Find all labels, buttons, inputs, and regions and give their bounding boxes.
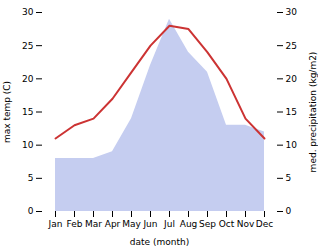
svg-text:Aug: Aug	[180, 219, 198, 229]
svg-text:Jan: Jan	[48, 219, 63, 229]
svg-text:date (month): date (month)	[130, 237, 189, 247]
svg-text:Sep: Sep	[199, 219, 216, 229]
svg-text:20: 20	[286, 74, 298, 84]
svg-text:Jun: Jun	[142, 219, 157, 229]
svg-text:30: 30	[286, 7, 298, 17]
svg-text:Dec: Dec	[256, 219, 273, 229]
svg-text:15: 15	[286, 107, 297, 117]
svg-text:Nov: Nov	[237, 219, 255, 229]
svg-text:25: 25	[22, 41, 33, 51]
svg-text:10: 10	[22, 140, 34, 150]
svg-text:0: 0	[28, 206, 34, 216]
svg-text:max temp (C): max temp (C)	[2, 81, 12, 143]
svg-text:15: 15	[22, 107, 33, 117]
svg-text:Apr: Apr	[105, 219, 121, 229]
svg-text:10: 10	[286, 140, 298, 150]
svg-text:20: 20	[22, 74, 34, 84]
svg-text:Mar: Mar	[85, 219, 102, 229]
svg-text:med. precipitation (kg/m2): med. precipitation (kg/m2)	[308, 52, 318, 173]
svg-text:25: 25	[286, 41, 297, 51]
svg-text:Feb: Feb	[67, 219, 83, 229]
svg-text:Oct: Oct	[219, 219, 235, 229]
svg-text:0: 0	[286, 206, 292, 216]
svg-text:5: 5	[28, 173, 34, 183]
svg-text:Jul: Jul	[163, 219, 175, 229]
svg-text:May: May	[122, 219, 141, 229]
svg-text:30: 30	[22, 7, 34, 17]
svg-text:5: 5	[286, 173, 292, 183]
